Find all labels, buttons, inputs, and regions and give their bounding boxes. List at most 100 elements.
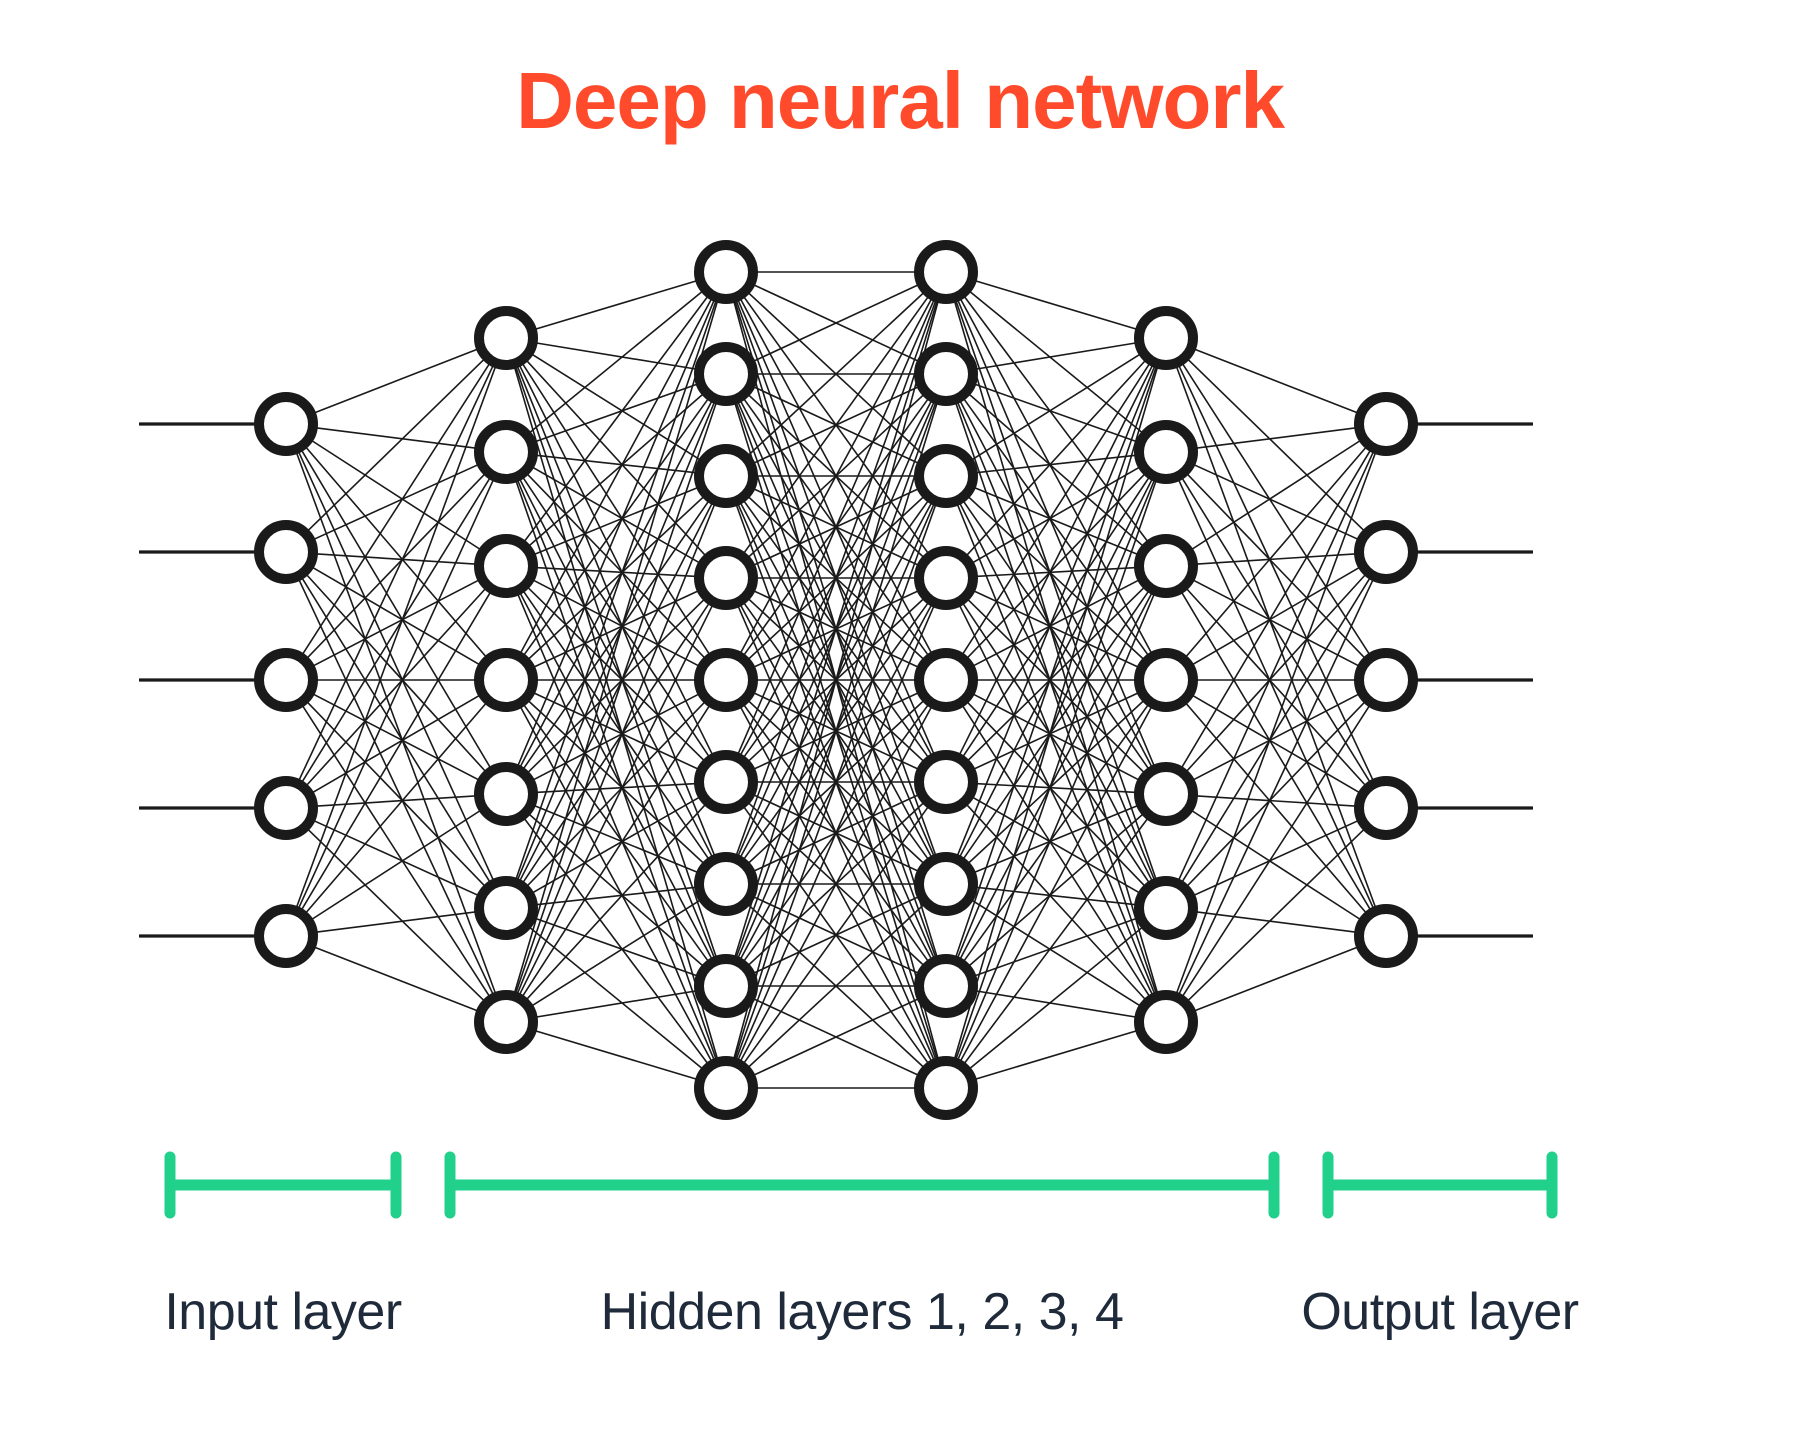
edge <box>305 471 488 660</box>
edge <box>526 812 705 969</box>
output-bracket <box>1328 1157 1552 1213</box>
edge <box>311 348 481 414</box>
neuron-node <box>919 755 973 809</box>
edge <box>956 477 1155 961</box>
neuron-node <box>699 653 753 707</box>
edge <box>1189 439 1364 552</box>
neuron-node <box>699 449 753 503</box>
neuron-node <box>699 347 753 401</box>
neuron-node <box>1139 881 1193 935</box>
neuron-node <box>1139 995 1193 1049</box>
neuron-node <box>699 755 753 809</box>
neuron-node <box>919 245 973 299</box>
neuron-node <box>1359 525 1413 579</box>
neuron-node <box>479 767 533 821</box>
edge <box>973 990 1140 1017</box>
edge <box>1189 566 1362 667</box>
neuron-node <box>1139 425 1193 479</box>
neuron-node <box>1139 653 1193 707</box>
edge <box>969 898 1143 1007</box>
edge <box>532 280 700 330</box>
edge <box>973 783 1139 792</box>
edge <box>973 342 1140 369</box>
edge <box>532 1030 700 1080</box>
edge <box>309 809 484 922</box>
brackets-group <box>170 1157 1552 1213</box>
neuron-node <box>919 1061 973 1115</box>
edge <box>526 698 706 865</box>
edge <box>1177 576 1374 997</box>
neuron-node <box>919 347 973 401</box>
edge <box>309 566 482 667</box>
neuron-node <box>479 311 533 365</box>
neuron-node <box>1139 767 1193 821</box>
neuron-node <box>259 653 313 707</box>
edge <box>971 383 1140 443</box>
neuron-node <box>699 245 753 299</box>
edge <box>966 494 1146 661</box>
edge <box>529 352 703 461</box>
neuron-node <box>1359 653 1413 707</box>
edge <box>533 342 700 369</box>
neuron-node <box>1359 781 1413 835</box>
edge <box>305 699 488 888</box>
edge <box>973 567 1139 576</box>
edge <box>956 363 1156 859</box>
neuron-node <box>699 959 753 1013</box>
neuron-node <box>919 959 973 1013</box>
neuron-node <box>699 551 753 605</box>
edge <box>1189 809 1364 922</box>
edge <box>533 990 700 1017</box>
edge <box>1191 348 1361 414</box>
neuron-node <box>1359 909 1413 963</box>
edge <box>311 819 482 897</box>
edge <box>531 917 700 977</box>
neuron-node <box>1139 311 1193 365</box>
neuron-node <box>919 449 973 503</box>
edge <box>516 501 716 997</box>
neuron-node <box>479 425 533 479</box>
neuron-node <box>919 551 973 605</box>
edge <box>297 477 495 912</box>
edge <box>516 399 715 883</box>
neuron-node <box>479 653 533 707</box>
edge <box>1177 449 1375 884</box>
neuron-node <box>919 857 973 911</box>
edge <box>529 898 703 1007</box>
edge <box>1185 699 1368 888</box>
input-bracket <box>170 1157 396 1213</box>
neuron-node <box>479 995 533 1049</box>
edge <box>526 392 705 549</box>
neuron-node <box>259 397 313 451</box>
neuron-node <box>259 909 313 963</box>
edge <box>309 694 482 795</box>
edge <box>966 698 1146 865</box>
edge <box>305 357 486 533</box>
edge <box>297 576 494 997</box>
neuron-node <box>1359 397 1413 451</box>
neuron-node <box>699 857 753 911</box>
edge <box>1191 463 1362 541</box>
edge <box>305 827 486 1003</box>
neuron-node <box>699 1061 753 1115</box>
edge <box>972 280 1140 330</box>
edge <box>311 946 481 1012</box>
edge <box>1185 357 1366 533</box>
edges-group <box>295 272 1376 1088</box>
edge <box>1191 946 1361 1012</box>
edge <box>533 567 699 576</box>
neuron-node <box>479 539 533 593</box>
neuron-node <box>479 881 533 935</box>
edge <box>297 449 495 884</box>
edge <box>1185 827 1366 1003</box>
output-layer-label: Output layer <box>1090 1282 1790 1342</box>
edge <box>966 392 1145 549</box>
network-svg <box>0 0 1800 1440</box>
edge <box>969 352 1143 461</box>
edge <box>1177 362 1374 783</box>
neuron-node <box>259 525 313 579</box>
hidden-bracket <box>450 1157 1274 1213</box>
edge <box>972 1030 1140 1080</box>
neuron-node <box>259 781 313 835</box>
diagram-root: Deep neural network Input layerHidden la… <box>0 0 1800 1440</box>
